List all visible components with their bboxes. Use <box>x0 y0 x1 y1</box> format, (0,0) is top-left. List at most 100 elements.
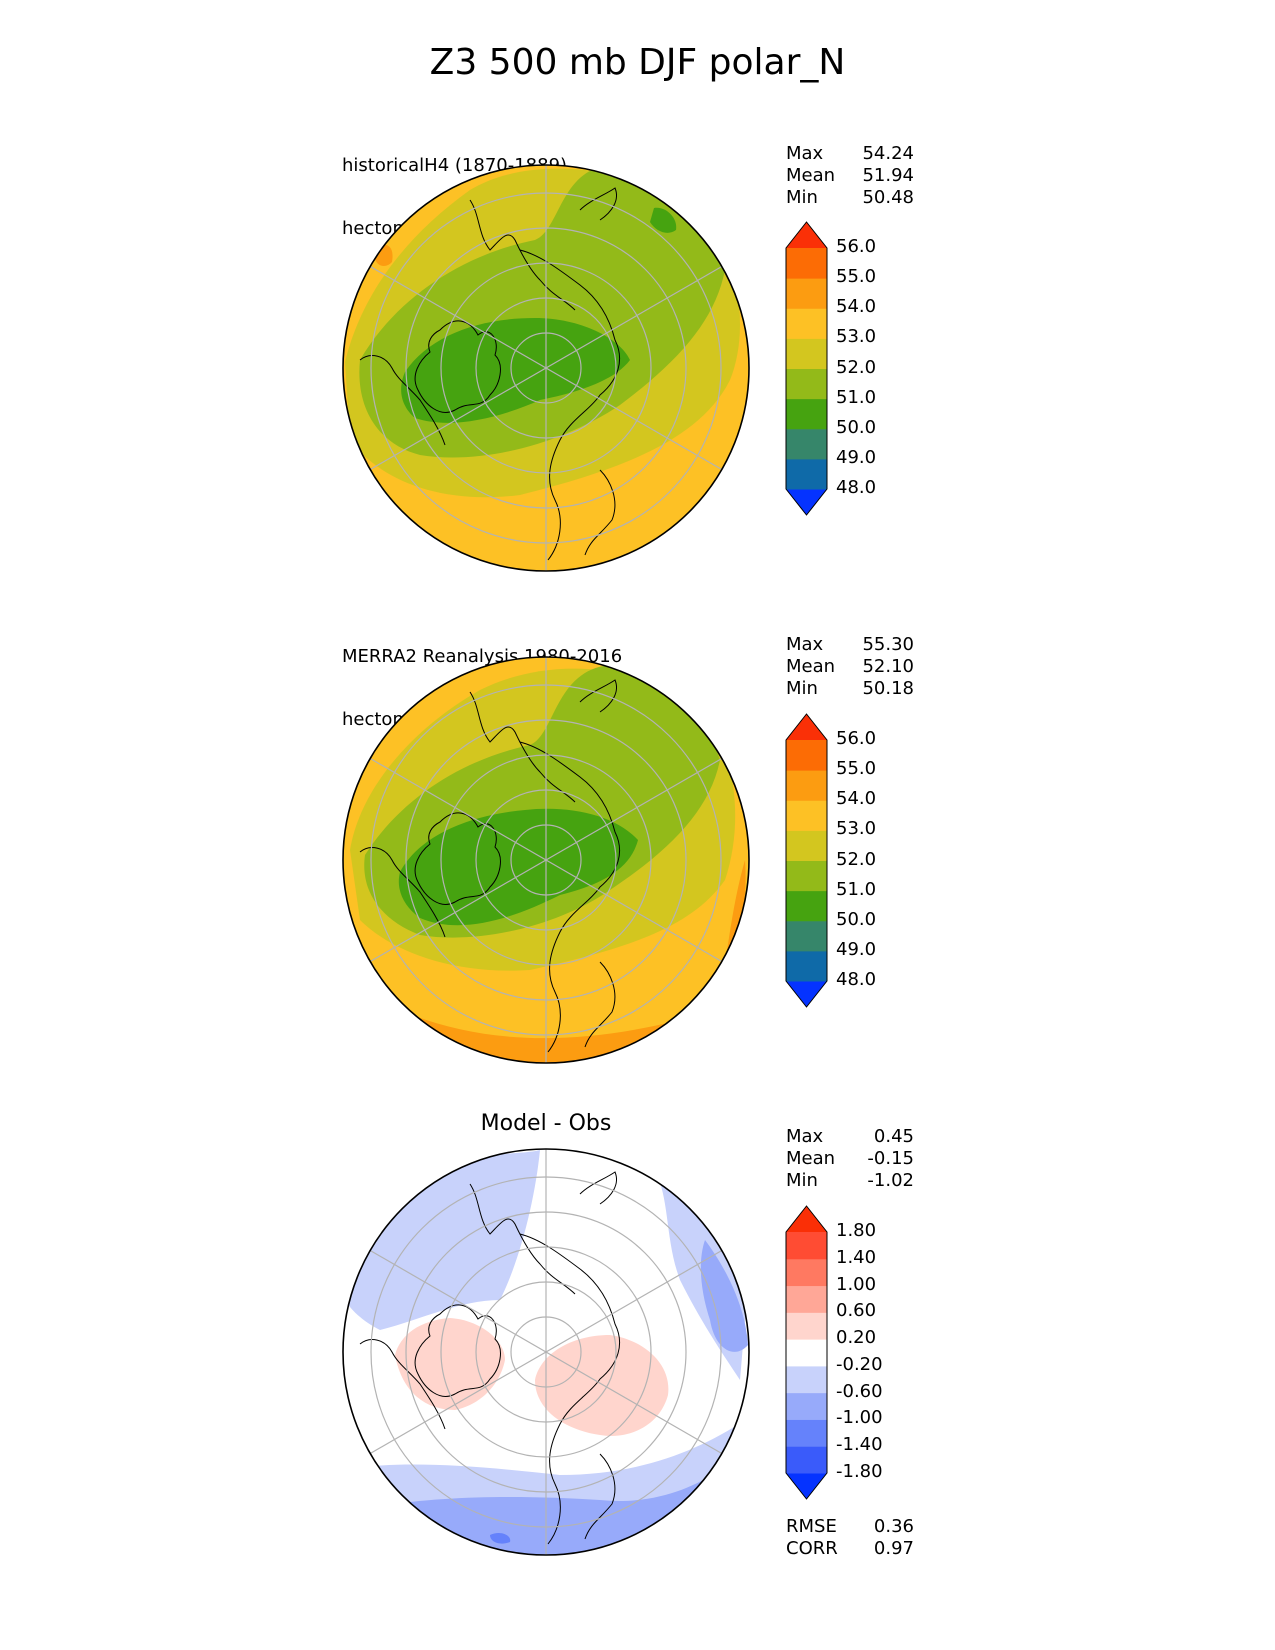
coastlines <box>359 679 621 1053</box>
colorbar-tick-label: 48.0 <box>836 477 877 498</box>
colorbar-extend-min <box>786 489 827 515</box>
colorbar-tick-label: 50.0 <box>836 908 877 930</box>
stat-label: Max <box>786 143 824 164</box>
stat-value: -1.02 <box>867 1170 914 1191</box>
stat-value: 54.24 <box>862 143 914 164</box>
panel-3-skill-stats: RMSE 0.36 CORR 0.97 <box>786 1516 914 1560</box>
contour-fill-50-51 <box>401 318 630 423</box>
contour-fill-54-55-east <box>725 860 746 965</box>
colorbar-segment <box>786 1312 827 1340</box>
stat-value: 52.10 <box>862 656 914 677</box>
colorbar-tick-label: 51.0 <box>836 386 877 408</box>
map-1-graticule <box>369 165 723 571</box>
colorbar-extend-min <box>786 1473 827 1499</box>
map-2-boundary <box>342 656 750 1064</box>
colorbar-segment <box>786 458 827 490</box>
panel-2-title-line-1: MERRA2 Reanalysis 1980-2016 <box>342 646 623 667</box>
stat-value: 0.45 <box>873 1126 914 1147</box>
contour-fill-50-51-small <box>650 207 677 233</box>
stat-label: Mean <box>786 165 836 186</box>
stat-label: Min <box>786 187 818 208</box>
colorbar-segment <box>786 1339 827 1367</box>
colorbar-segment <box>786 800 827 831</box>
colorbar-tick-label: 53.0 <box>836 818 877 840</box>
map-2 <box>342 656 750 1064</box>
colorbar-tick-label: -1.80 <box>836 1461 883 1482</box>
colorbar-tick-label: 52.0 <box>836 356 877 378</box>
figure-title: Z3 500 mb DJF polar_N <box>429 42 846 83</box>
colorbar-outline <box>785 221 828 516</box>
colorbar-outline <box>785 713 828 1008</box>
panel-3-title: Model - Obs <box>480 1111 612 1136</box>
colorbars <box>785 221 828 1500</box>
colorbar-segment <box>786 1419 827 1447</box>
colorbar-segment <box>786 1446 827 1474</box>
contour-fill-neg-02 <box>343 1150 540 1330</box>
stat-label: RMSE <box>786 1516 837 1537</box>
map-1 <box>342 164 750 572</box>
colorbar-segment <box>786 890 827 922</box>
stat-value: 0.36 <box>873 1516 914 1537</box>
stat-value: 50.48 <box>862 187 914 208</box>
colorbar-segment <box>786 1258 827 1287</box>
contour-fill-50-51 <box>398 808 638 926</box>
stat-label: Max <box>786 634 824 655</box>
stat-label: Min <box>786 678 818 699</box>
contour-fill-neg-10-south <box>490 1532 511 1544</box>
colorbar-tick-label: 49.0 <box>836 446 877 468</box>
colorbar-tick-label: -0.60 <box>836 1380 883 1402</box>
panel-2-stats: Max 55.30 Mean 52.10 Min 50.18 <box>786 634 914 700</box>
colorbar-tick-label: 54.0 <box>836 788 877 810</box>
colorbar-tick-label: 49.0 <box>836 938 877 960</box>
colorbar-tick-label: 0.60 <box>836 1300 877 1322</box>
colorbar-extend-max <box>786 222 827 248</box>
map-3-boundary <box>342 1148 750 1556</box>
colorbar-tick-label: -1.00 <box>836 1407 883 1429</box>
stat-value: 0.97 <box>873 1538 914 1559</box>
colorbar-segment <box>786 248 827 279</box>
colorbar-tick-label: 52.0 <box>836 848 877 870</box>
colorbar-segment <box>786 278 827 309</box>
colorbar-segment <box>786 368 827 400</box>
colorbar-tick-label: 54.0 <box>836 296 877 318</box>
colorbar-tick-label: 1.40 <box>836 1246 877 1268</box>
colorbar-tick-label: 56.0 <box>836 236 877 257</box>
stat-value: -0.15 <box>867 1148 914 1169</box>
contour-fill-neg-06-east <box>700 1240 748 1352</box>
stat-value: 50.18 <box>862 678 914 699</box>
stat-label: CORR <box>786 1538 838 1559</box>
stat-label: Max <box>786 1126 824 1147</box>
colorbar-extend-max <box>786 1206 827 1232</box>
colorbar-tick-label: 55.0 <box>836 266 877 288</box>
colorbar-tick-label: 56.0 <box>836 728 877 749</box>
stat-label: Min <box>786 1170 818 1191</box>
colorbar-segment <box>786 398 827 430</box>
colorbar-tick-label: 50.0 <box>836 416 877 438</box>
map-1-boundary <box>342 164 750 572</box>
panel-1-stats: Max 54.24 Mean 51.94 Min 50.48 <box>786 143 914 209</box>
colorbar-extend-min <box>786 981 827 1007</box>
colorbar-tick-label: 55.0 <box>836 758 877 780</box>
colorbar-segment <box>786 1392 827 1420</box>
colorbar-tick-label: 53.0 <box>836 326 877 348</box>
colorbar-segment <box>786 860 827 892</box>
colorbar-segment <box>786 740 827 771</box>
colorbar-outline <box>785 1205 828 1500</box>
map-3-graticule <box>369 1149 723 1555</box>
stat-label: Mean <box>786 1148 836 1169</box>
colorbar-tick-label: 1.00 <box>836 1273 877 1295</box>
coastlines <box>359 1171 621 1545</box>
colorbar-segment <box>786 1232 827 1260</box>
colorbar-segment <box>786 920 827 952</box>
colorbar-segment <box>786 428 827 460</box>
colorbar-tick-label: 0.20 <box>836 1327 877 1349</box>
colorbar-extend-max <box>786 714 827 740</box>
panel-3-stats: Max 0.45 Mean -0.15 Min -1.02 <box>786 1126 914 1192</box>
map-2-graticule <box>369 657 723 1063</box>
colorbar-segment <box>786 1285 827 1313</box>
colorbar-tick-label: 48.0 <box>836 969 877 990</box>
colorbar-segment <box>786 770 827 801</box>
colorbar-tick-label: 1.80 <box>836 1220 877 1241</box>
stat-label: Mean <box>786 656 836 677</box>
